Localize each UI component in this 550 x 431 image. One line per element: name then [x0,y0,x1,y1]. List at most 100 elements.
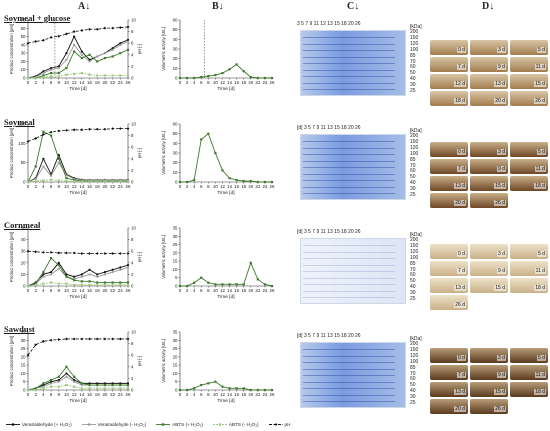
kda-tick: 200 [410,29,419,35]
y2-tick-label: 10 [131,330,136,335]
photo-day-label: 5 d [537,251,546,257]
data-point [42,275,45,278]
series-line [27,161,128,183]
x-tick-label: 4 [193,80,196,85]
y-tick-label: 0 [23,76,26,81]
gel-lane-labels: [d] 3 5 7 9 11 13 15 18 20 26 [297,333,361,339]
data-point [34,165,37,168]
series-line [180,132,272,183]
culture-photo: 7 d [430,57,468,72]
kda-tick: 50 [410,382,416,389]
data-point [270,388,274,392]
gel-band [303,368,395,370]
data-point [65,273,68,276]
kda-tick: 150 [410,34,419,41]
data-point [88,383,91,387]
series-line [27,128,128,142]
y-tick-label: 40 [173,141,178,146]
x-tick-label: 22 [255,288,260,293]
gel-band [303,76,395,78]
data-point [88,252,91,255]
data-point [57,261,60,264]
data-point [80,252,84,255]
data-point [200,383,203,387]
y-tick-label: 50 [21,226,26,231]
x-tick-label: 0 [27,184,30,189]
photo-day-label: 15 d [494,389,506,395]
y-tick-label: 60 [173,18,178,23]
data-point [65,383,68,387]
data-point [49,68,53,71]
x-tick-label: 10 [64,80,69,85]
x-tick-label: 4 [42,392,45,397]
y-tick-label: 0 [23,180,26,185]
photo-day-label: 3 d [497,251,506,257]
series-line [27,372,128,391]
kda-tick: 100 [410,358,419,365]
x-tick-label: 12 [72,184,77,189]
data-point [95,252,99,255]
y-tick-label: 35 [173,226,178,231]
y-axis-label: Volumetric activity [U/L] [161,235,166,279]
x-axis-label: Time [d] [69,398,86,404]
x-tick-label: 20 [102,80,107,85]
legend-swatch [212,422,227,426]
data-point [80,53,83,56]
data-point [80,29,84,32]
series-line [27,179,128,183]
photo-day-label: 3 d [497,47,506,53]
x-tick-label: 10 [213,288,218,293]
gel-band [303,89,395,91]
culture-photo: 13 d [430,176,468,191]
x-tick-label: 8 [207,392,210,397]
photo-day-label: 18 d [454,98,466,104]
kda-tick: 85 [410,156,416,163]
series-line [180,63,272,79]
photo-day-label: 12 d [454,81,466,87]
data-point [88,58,91,61]
data-point [88,268,91,271]
y-tick-label: 20 [21,59,26,64]
legend-item: ABTS (+ H₂O₂) [156,422,203,427]
x-tick-label: 2 [186,80,189,85]
data-point [26,388,30,392]
x-tick-label: 0 [27,80,30,85]
culture-photo: 3 d [470,348,508,363]
x-tick-label: 14 [227,392,232,397]
x-tick-label: 24 [262,80,267,85]
y-tick-label: 20 [173,354,178,359]
data-point [73,35,76,38]
data-point [42,382,45,385]
y2-tick-label: 0 [131,76,134,81]
data-point [103,382,107,385]
data-point [118,252,122,255]
x-tick-label: 8 [207,80,210,85]
data-point [57,161,60,164]
series-abts-h-o [26,48,130,80]
data-point [270,76,274,80]
series-abts-h-o [26,281,130,288]
data-point [34,137,38,140]
data-point [88,283,91,286]
data-point [249,179,252,183]
gel-band [303,173,395,175]
gel-band [303,264,395,266]
culture-photo: 3 d [470,142,508,157]
photo-day-label: 0 d [457,355,466,361]
kda-tick: 60 [410,376,416,383]
data-point [26,284,30,288]
data-point [126,74,130,77]
data-point [80,57,83,60]
culture-photo: 15 d [470,176,508,191]
culture-photo: 5 d [510,348,548,363]
x-tick-label: 22 [110,392,115,397]
gel-band [303,362,395,364]
kda-tick: 200 [410,341,419,347]
x-tick-label: 26 [126,288,131,293]
data-point [185,76,189,80]
data-point [119,180,122,183]
x-tick-label: 26 [270,288,275,293]
data-point [57,179,60,182]
gel-band [303,290,395,292]
